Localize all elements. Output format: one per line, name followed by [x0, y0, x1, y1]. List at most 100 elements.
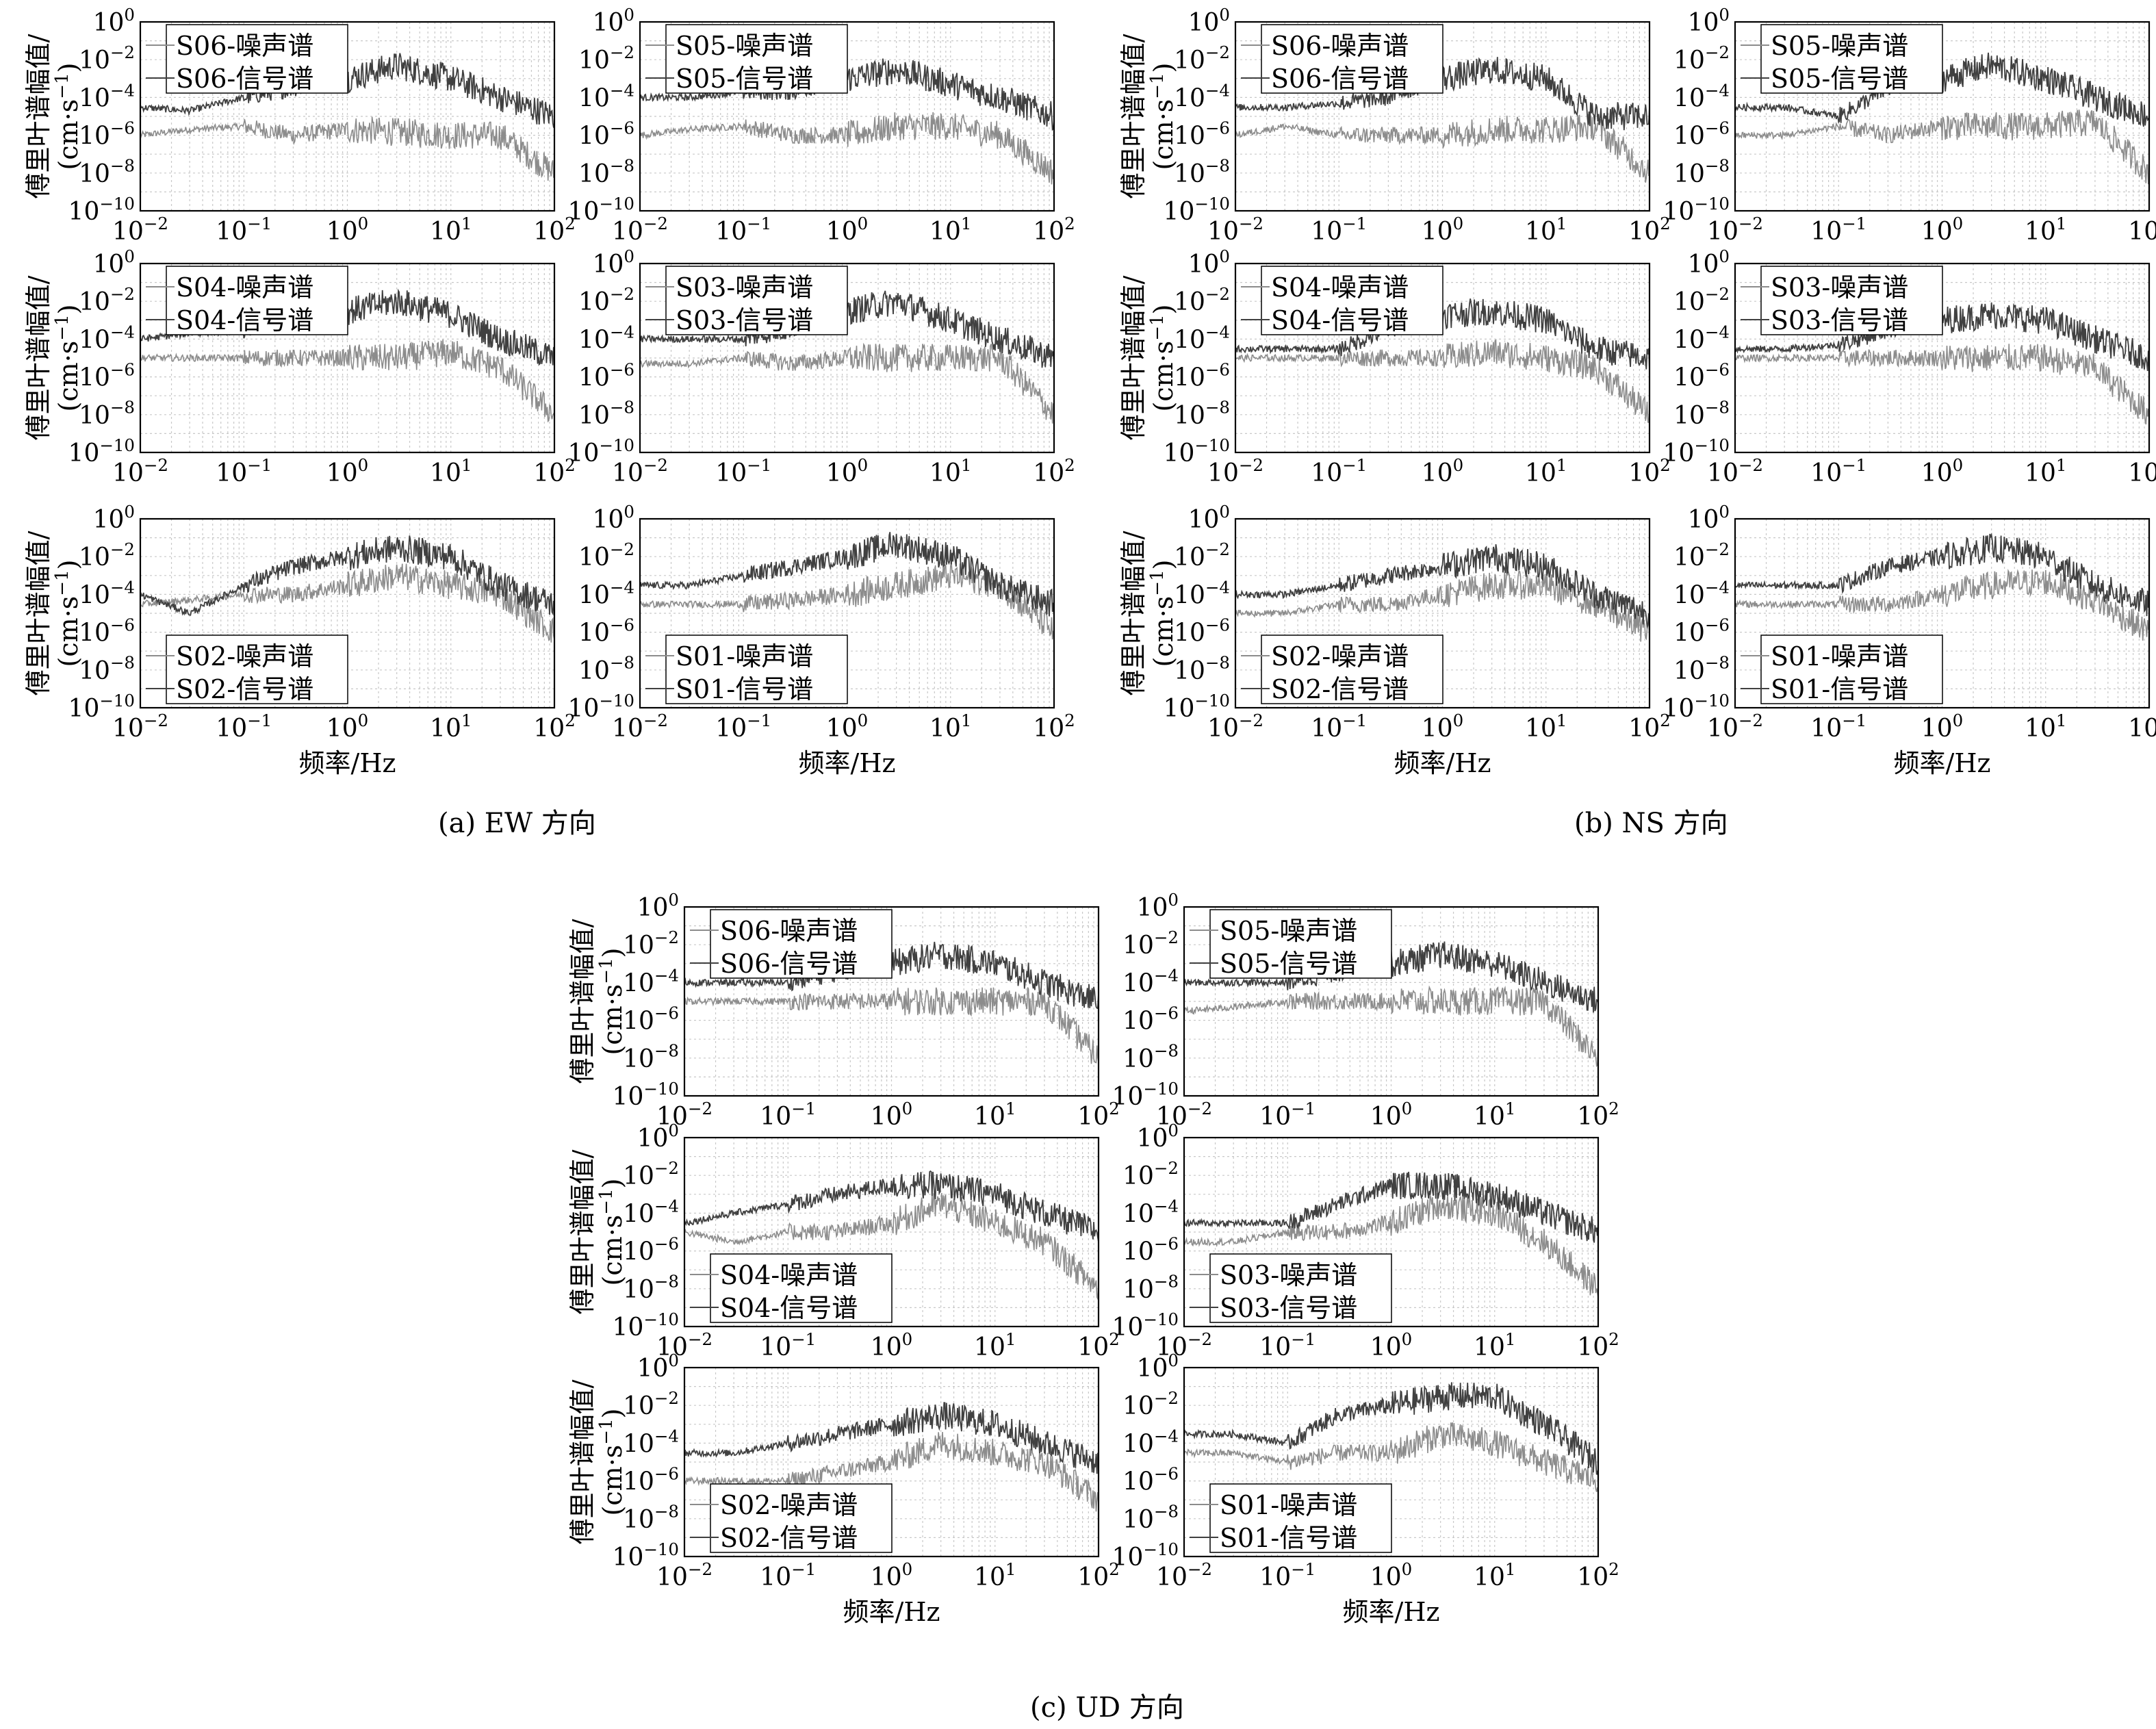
- x-tick-label: 100: [826, 214, 868, 246]
- y-tick-label: 10−6: [1673, 615, 1730, 647]
- y-tick-label: 100: [637, 890, 679, 922]
- plot-frame: [139, 21, 556, 212]
- x-tick-label: 101: [1474, 1559, 1515, 1591]
- x-tick-label: 101: [430, 710, 472, 743]
- legend-label: S03-信号谱: [1220, 1293, 1357, 1323]
- series-line-noise: [639, 112, 1055, 185]
- y-tick-label: 10−10: [1112, 1309, 1179, 1342]
- y-tick-label: 10−8: [623, 1041, 679, 1073]
- legend-label: S01-噪声谱: [676, 641, 813, 671]
- y-tick-label: 10−6: [1673, 118, 1730, 150]
- x-tick-label: 102: [1577, 1099, 1619, 1131]
- legend-label: S03-噪声谱: [1771, 272, 1908, 303]
- x-tick-label: 100: [871, 1329, 912, 1361]
- legend-label: S03-信号谱: [1771, 305, 1908, 335]
- y-tick-label: 100: [93, 5, 135, 37]
- legend-label: S04-噪声谱: [1271, 272, 1409, 303]
- x-tick-label: 101: [1474, 1329, 1515, 1361]
- x-tick-label: 10−1: [1311, 710, 1367, 743]
- x-tick-label: 101: [974, 1099, 1016, 1131]
- x-tick-label: 10−2: [112, 214, 168, 246]
- y-tick-label: 10−2: [1174, 42, 1230, 75]
- y-axis-label: 傅里叶谱幅值/(cm·s−1): [1118, 275, 1179, 440]
- legend-box: [166, 635, 348, 704]
- y-tick-label: 100: [93, 246, 135, 279]
- x-tick-label: 10−1: [1311, 455, 1367, 487]
- x-tick-label: 10−1: [1311, 214, 1367, 246]
- y-tick-label: 10−8: [1122, 1272, 1179, 1304]
- y-tick-label: 100: [93, 502, 135, 534]
- legend-box: [1261, 266, 1443, 335]
- y-tick-label: 10−4: [1673, 577, 1730, 609]
- y-tick-label: 100: [1188, 246, 1230, 279]
- y-tick-label: 10−4: [1673, 80, 1730, 112]
- y-axis-label: 傅里叶谱幅值/(cm·s−1): [23, 34, 84, 198]
- legend-box: [665, 266, 848, 335]
- y-tick-label: 10−10: [1112, 1539, 1179, 1572]
- plot-frame: [683, 1366, 1100, 1558]
- x-tick-label: 100: [1921, 455, 1963, 487]
- legend-label: S03-噪声谱: [676, 272, 813, 303]
- y-tick-label: 10−2: [623, 1158, 679, 1190]
- legend-box: [1209, 1253, 1392, 1323]
- legend-label: S02-噪声谱: [176, 641, 313, 671]
- legend-box: [1261, 24, 1443, 94]
- y-tick-label: 10−10: [68, 194, 135, 226]
- y-tick-label: 10−2: [1174, 284, 1230, 316]
- x-tick-label: 10−1: [715, 455, 771, 487]
- x-tick-label: 10−1: [1259, 1559, 1316, 1591]
- y-tick-label: 10−8: [1122, 1041, 1179, 1073]
- series-line-signal: [1183, 1382, 1599, 1476]
- plot-frame: [1734, 262, 2151, 454]
- series-line-noise: [1235, 112, 1650, 183]
- y-tick-label: 10−8: [79, 156, 135, 188]
- x-tick-label: 10−2: [1156, 1329, 1212, 1361]
- legend-box: [166, 24, 348, 94]
- series-line-noise: [1734, 110, 2150, 185]
- series-line-noise: [684, 1431, 1099, 1512]
- y-tick-label: 10−4: [578, 322, 634, 354]
- legend-box: [1760, 266, 1943, 335]
- y-tick-label: 10−2: [1174, 539, 1230, 572]
- x-tick-label: 100: [871, 1099, 912, 1131]
- x-tick-label: 101: [1474, 1099, 1515, 1131]
- series-line-signal: [1734, 533, 2150, 617]
- legend-label: S04-噪声谱: [720, 1260, 858, 1290]
- legend-box: [1760, 24, 1943, 94]
- series-line-signal: [684, 1402, 1099, 1474]
- y-tick-label: 100: [1688, 246, 1730, 279]
- legend-label: S02-信号谱: [176, 674, 313, 704]
- x-tick-label: 100: [871, 1559, 912, 1591]
- x-tick-label: 10−1: [760, 1559, 816, 1591]
- x-tick-label: 10−1: [760, 1329, 816, 1361]
- y-axis-label: 傅里叶谱幅值/(cm·s−1): [567, 1149, 628, 1314]
- y-tick-label: 10−2: [578, 42, 634, 75]
- x-tick-label: 101: [1525, 710, 1567, 743]
- y-tick-label: 10−6: [79, 118, 135, 150]
- x-tick-label: 102: [1033, 214, 1075, 246]
- y-tick-label: 10−2: [623, 927, 679, 960]
- y-tick-label: 100: [1137, 1350, 1179, 1383]
- x-tick-label: 102: [533, 214, 575, 246]
- y-tick-label: 10−2: [1122, 1388, 1179, 1420]
- y-axis-label: 傅里叶谱幅值/(cm·s−1): [23, 275, 84, 440]
- y-tick-label: 10−2: [1122, 927, 1179, 960]
- y-tick-label: 10−4: [578, 80, 634, 112]
- x-tick-label: 101: [2025, 214, 2066, 246]
- series-line-noise: [1734, 569, 2150, 641]
- x-tick-label: 101: [929, 214, 971, 246]
